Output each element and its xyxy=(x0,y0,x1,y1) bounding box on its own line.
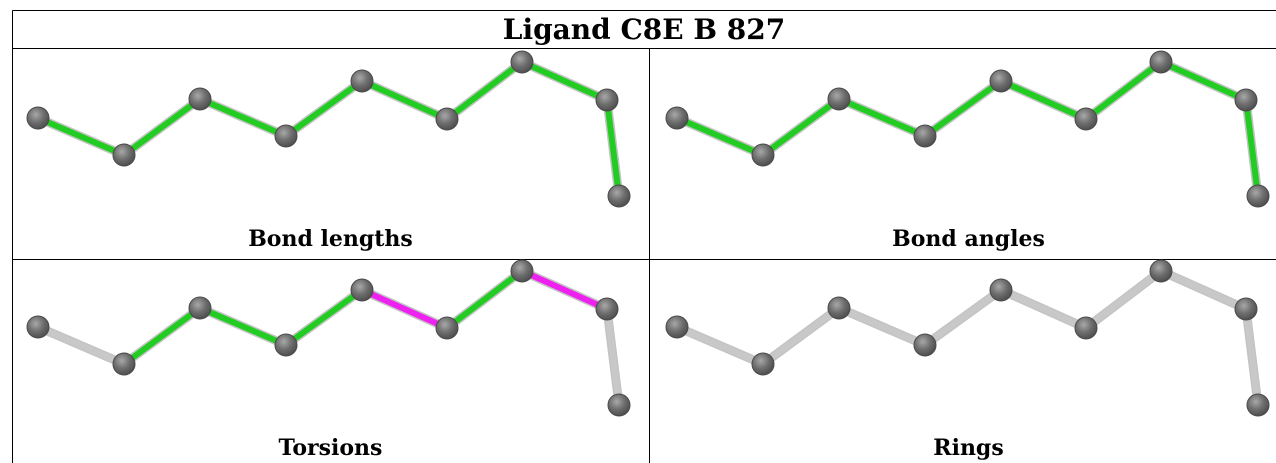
atom xyxy=(510,259,534,283)
atom xyxy=(350,69,374,93)
bond-green xyxy=(197,305,289,348)
bond-gray xyxy=(760,305,842,367)
bond-magenta xyxy=(519,268,610,312)
bond-green xyxy=(674,115,766,158)
bond-gray xyxy=(1243,306,1261,408)
atom xyxy=(665,106,689,130)
panel-label-bond-angles: Bond angles xyxy=(892,226,1045,252)
molecule-bond-lengths xyxy=(26,50,631,208)
bond-green xyxy=(197,96,289,139)
molecule-rings xyxy=(665,259,1270,417)
atom xyxy=(751,143,775,167)
bond-green xyxy=(836,96,928,139)
bond-green xyxy=(604,97,622,199)
atom xyxy=(435,316,459,340)
atom xyxy=(913,124,937,148)
atom xyxy=(827,296,851,320)
atom xyxy=(913,333,937,357)
bond-green xyxy=(760,96,842,158)
grid-lines xyxy=(12,10,1276,463)
bond-green xyxy=(121,305,203,367)
bond-gray xyxy=(922,287,1004,348)
atom xyxy=(607,184,631,208)
atom xyxy=(188,87,212,111)
bond-green xyxy=(1083,59,1164,122)
bond-green xyxy=(444,59,525,122)
bond-gray xyxy=(674,324,766,367)
molecule-torsions xyxy=(26,259,631,417)
panel-label-rings: Rings xyxy=(933,435,1004,461)
bond-green xyxy=(444,268,525,331)
bond-green xyxy=(1243,97,1261,199)
bond-green xyxy=(35,115,127,158)
bond-green xyxy=(283,287,365,348)
atom xyxy=(1234,88,1258,112)
atom xyxy=(274,333,298,357)
atom xyxy=(112,143,136,167)
atom xyxy=(1074,107,1098,131)
atom xyxy=(827,87,851,111)
bond-gray xyxy=(998,287,1089,331)
bond-gray xyxy=(604,306,622,408)
molecule-bond-angles xyxy=(665,50,1270,208)
atom xyxy=(989,69,1013,93)
bond-gray xyxy=(1158,268,1249,312)
bond-gray xyxy=(836,305,928,348)
atom xyxy=(350,278,374,302)
atom xyxy=(188,296,212,320)
atom xyxy=(595,297,619,321)
bond-green xyxy=(359,78,450,122)
atom xyxy=(1246,393,1270,417)
bond-magenta xyxy=(359,287,450,331)
atom xyxy=(1074,316,1098,340)
bond-gray xyxy=(1083,268,1164,331)
atom xyxy=(1234,297,1258,321)
atom xyxy=(26,315,50,339)
figure-title: Ligand C8E B 827 xyxy=(502,12,786,46)
bond-green xyxy=(519,59,610,103)
bond-green xyxy=(922,78,1004,139)
atom xyxy=(1149,259,1173,283)
panel-label-bond-lengths: Bond lengths xyxy=(248,226,413,252)
bond-green xyxy=(1158,59,1249,103)
atom xyxy=(274,124,298,148)
atom xyxy=(595,88,619,112)
atom xyxy=(1149,50,1173,74)
atom xyxy=(510,50,534,74)
atom xyxy=(112,352,136,376)
atom xyxy=(751,352,775,376)
bond-green xyxy=(998,78,1089,122)
atom xyxy=(989,278,1013,302)
bond-gray xyxy=(35,324,127,367)
bond-green xyxy=(121,96,203,158)
molecule-layer xyxy=(26,50,1270,417)
atom xyxy=(435,107,459,131)
panel-label-torsions: Torsions xyxy=(278,435,383,461)
atom xyxy=(665,315,689,339)
atom xyxy=(26,106,50,130)
atom xyxy=(607,393,631,417)
bond-green xyxy=(283,78,365,139)
atom xyxy=(1246,184,1270,208)
